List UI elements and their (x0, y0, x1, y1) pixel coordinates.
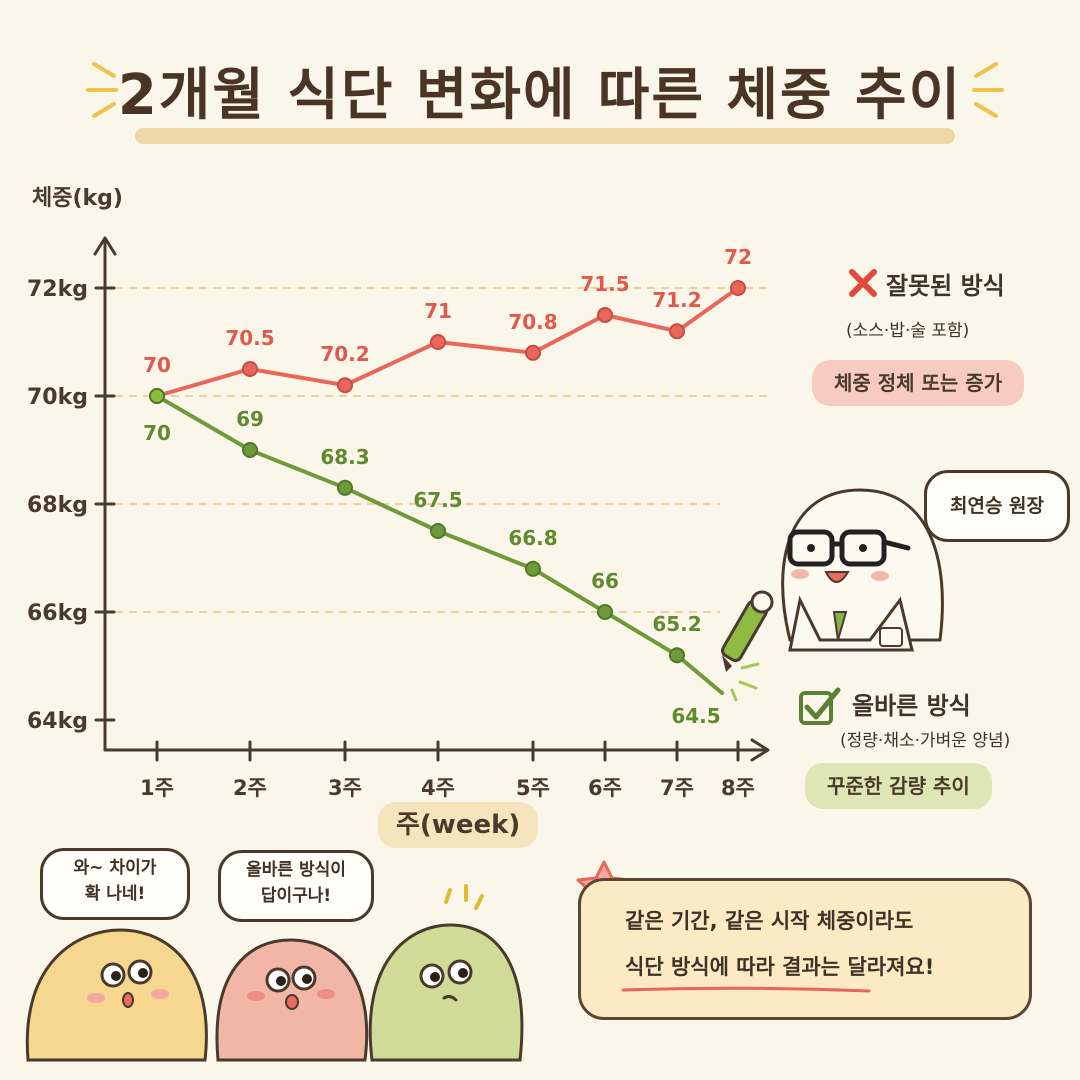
legend-wrong-title: 잘못된 방식 (886, 272, 1005, 300)
data-point (243, 362, 257, 376)
data-point (243, 443, 257, 457)
speech-bubble-1: 와~ 차이가 확 나네! (40, 848, 190, 920)
sparkle-left-icon (86, 62, 118, 118)
data-label: 71.5 (580, 272, 629, 296)
data-point-start (149, 388, 165, 404)
x-tick-label: 7주 (660, 776, 694, 800)
data-point (598, 308, 612, 322)
note-line-2: 식단 방식에 따라 결과는 달라져요! (625, 955, 935, 979)
x-tick-label: 6주 (588, 776, 622, 800)
x-tick-label: 3주 (328, 776, 362, 800)
data-point (431, 524, 445, 538)
data-point (731, 281, 745, 295)
y-tick-label: 68kg (27, 493, 88, 518)
y-axis-label: 체중(kg) (32, 186, 123, 211)
y-tick-label: 66kg (27, 601, 88, 626)
data-point-outline (525, 344, 541, 361)
data-label: 70 (143, 353, 171, 377)
speech-bubble-2-line2: 답이구나! (260, 886, 332, 906)
speech-bubble-2: 올바른 방식이 답이구나! (218, 850, 374, 922)
data-label: 72 (724, 245, 752, 269)
series-line-right (155, 394, 724, 695)
data-label: 70.2 (320, 342, 369, 366)
data-point (598, 605, 612, 619)
data-point-outline (242, 442, 258, 458)
note-line-1: 같은 기간, 같은 시작 체중이라도 (625, 909, 914, 933)
speech-bubble-1-line1: 와~ 차이가 (73, 858, 157, 878)
data-label: 65.2 (652, 612, 701, 636)
note-underline (621, 986, 871, 993)
x-tick-label: 1주 (140, 776, 174, 800)
x-mark-icon (849, 269, 877, 297)
data-point-outline (669, 323, 685, 340)
data-point (338, 378, 352, 392)
y-tick-label: 70kg (27, 385, 88, 410)
series-line-wrong (155, 286, 740, 398)
doctor-character (750, 488, 944, 652)
legend-right-sub: (정량·채소·가벼운 양념) (840, 731, 1011, 751)
page-title: 2개월 식단 변화에 따른 체중 추이 (117, 63, 963, 128)
data-point (526, 346, 540, 360)
legend-wrong-sub: (소스·밥·술 포함) (846, 321, 970, 341)
character-yellow (25, 928, 208, 1062)
data-point-outline (242, 361, 258, 377)
x-tick-label: 4주 (421, 776, 455, 800)
data-label: 66 (591, 569, 619, 593)
data-point-outline (597, 604, 613, 620)
pen-icon (721, 599, 768, 702)
note-box: 같은 기간, 같은 시작 체중이라도 식단 방식에 따라 결과는 달라져요! (578, 878, 1032, 1020)
data-label: 66.8 (508, 526, 557, 550)
data-label: 70.5 (225, 326, 274, 350)
title-underline (135, 128, 955, 144)
data-point (526, 562, 540, 576)
doctor-name-bubble: 최연승 원장 (924, 470, 1070, 542)
data-point (338, 481, 352, 495)
data-label: 70 (143, 421, 171, 445)
x-tick-label: 5주 (516, 776, 550, 800)
data-point-outline (337, 377, 353, 394)
data-label: 71 (424, 299, 452, 323)
data-point (670, 648, 684, 662)
data-point-outline (430, 334, 446, 350)
x-tick-label: 2주 (233, 776, 267, 800)
data-point (431, 335, 445, 349)
legend-right-tag: 꾸준한 감량 추이 (805, 763, 992, 809)
data-point-outline (525, 560, 541, 577)
character-pink (215, 938, 369, 1062)
y-tick-label: 64kg (27, 709, 88, 734)
data-point-outline (337, 479, 353, 496)
data-label: 71.2 (652, 288, 701, 312)
data-label: 64.5 (671, 704, 720, 728)
character-green (368, 884, 524, 1062)
data-label: 68.3 (320, 445, 369, 469)
x-tick-label: 8주 (721, 776, 755, 800)
data-point (670, 324, 684, 338)
data-label: 69 (236, 407, 264, 431)
data-point-outline (730, 280, 746, 296)
title-area: 2개월 식단 변화에 따른 체중 추이 (0, 40, 1080, 150)
speech-bubble-2-line1: 올바른 방식이 (246, 860, 346, 880)
data-label: 67.5 (413, 488, 462, 512)
doctor-name: 최연승 원장 (949, 495, 1044, 517)
sparkle-right-icon (972, 62, 1004, 118)
data-label: 70.8 (508, 310, 557, 334)
checkbox-check-icon (799, 687, 841, 725)
data-point-outline (669, 647, 685, 664)
data-point-outline (597, 307, 613, 323)
y-tick-label: 72kg (27, 277, 88, 302)
legend-right-title: 올바른 방식 (852, 692, 971, 720)
legend-wrong-tag: 체중 정체 또는 증가 (812, 360, 1025, 406)
x-axis-label: 주(week) (378, 802, 539, 848)
data-point-outline (430, 523, 446, 539)
speech-bubble-1-line2: 확 나네! (84, 884, 146, 904)
